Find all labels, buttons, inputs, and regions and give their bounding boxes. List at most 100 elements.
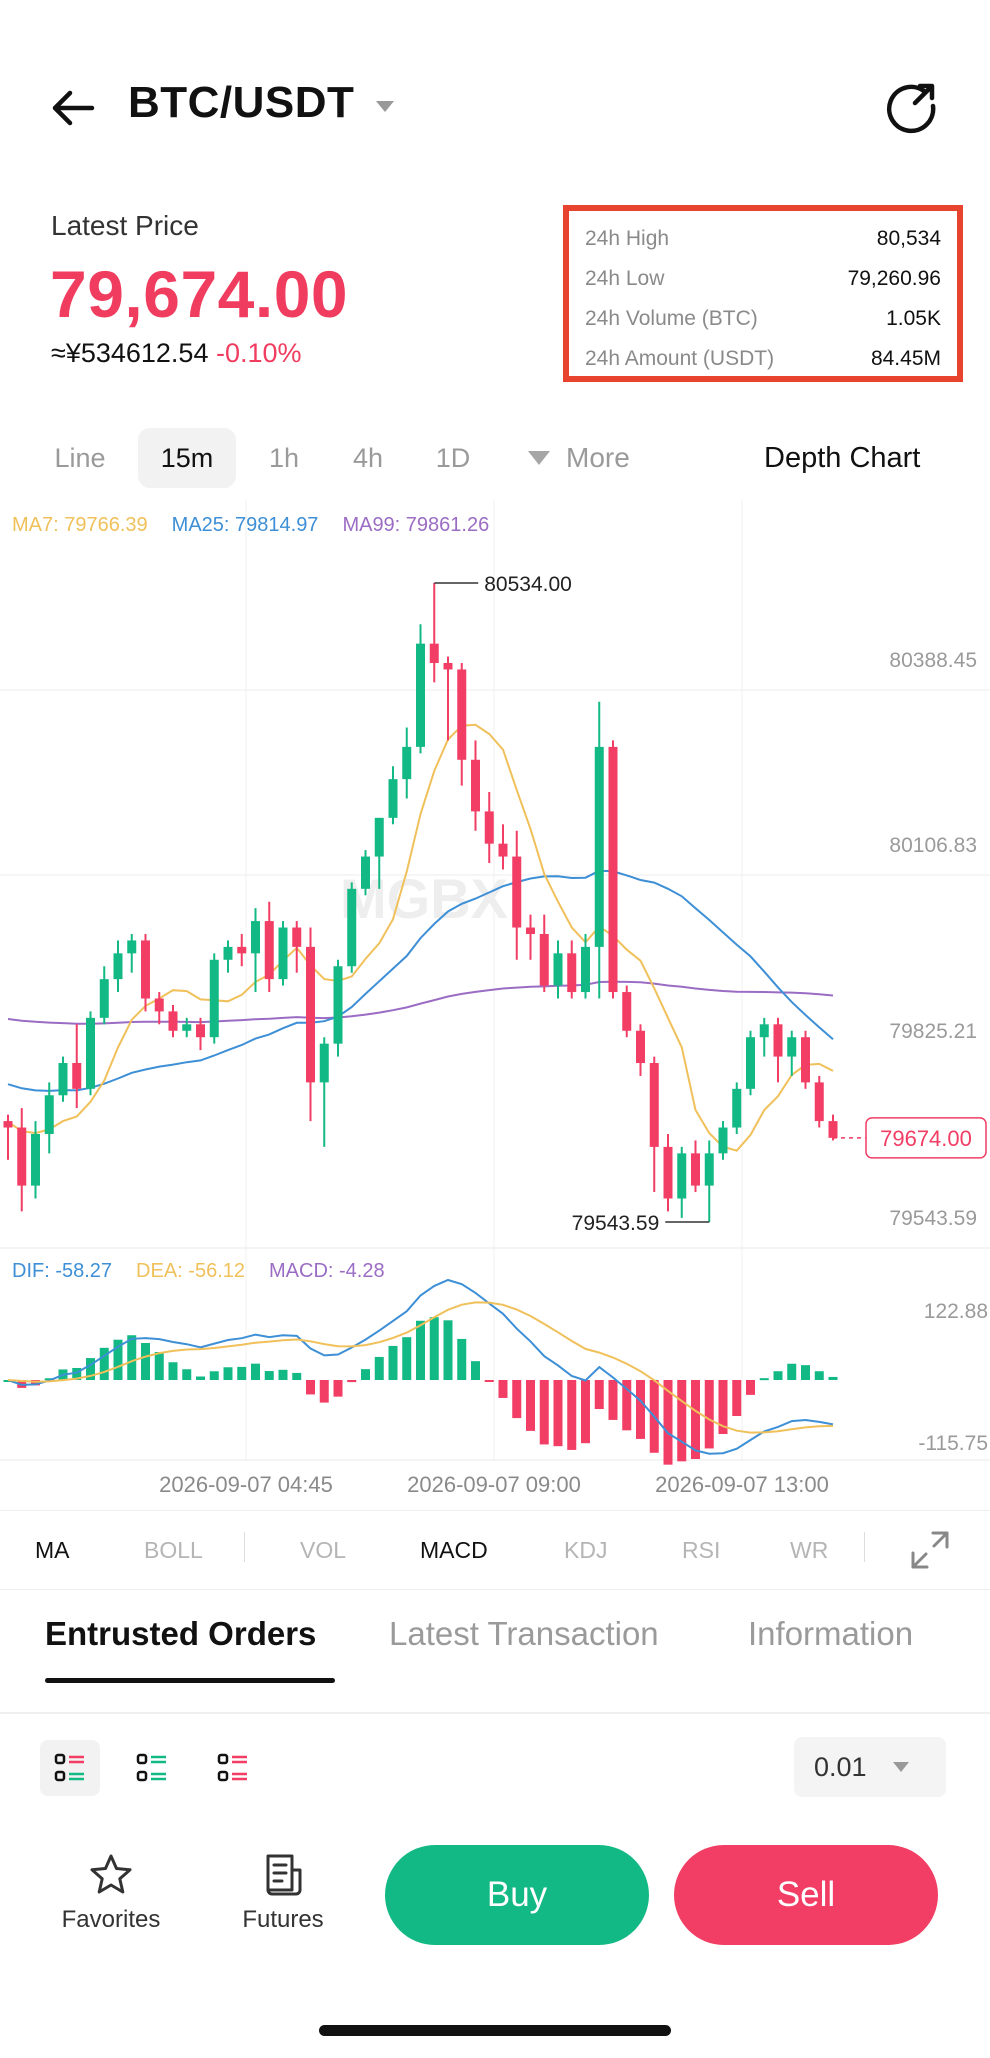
- favorites-button[interactable]: Favorites: [51, 1852, 171, 1934]
- macd-bar-down: [622, 1380, 632, 1431]
- timeframe-tab-1h[interactable]: 1h: [268, 442, 300, 473]
- orderbook-view-sell-button[interactable]: [203, 1740, 263, 1796]
- stat-value: 79,260.96: [847, 267, 941, 290]
- indicator-bar: [0, 1510, 990, 1590]
- macd-bar-up: [154, 1352, 164, 1380]
- orderbook-view-both-button[interactable]: [40, 1740, 100, 1796]
- tab-latest-transaction[interactable]: Latest Transaction: [389, 1615, 659, 1652]
- timeframe-tab-1d[interactable]: 1D: [435, 442, 471, 473]
- macd-bar-down: [526, 1380, 535, 1431]
- indicator-tab-vol[interactable]: VOL: [300, 1536, 347, 1563]
- candle-down: [484, 811, 494, 844]
- x-axis-label: 2026-09-07 04:45: [159, 1472, 333, 1497]
- macd-bar-down: [691, 1380, 700, 1459]
- candle-down: [72, 1063, 82, 1089]
- document-icon: [266, 1854, 302, 1896]
- low-price-label: 79543.59: [572, 1212, 660, 1235]
- sell-button[interactable]: Sell: [674, 1845, 938, 1945]
- stat-label: 24h Volume (BTC): [585, 307, 758, 330]
- expand-fullscreen-icon[interactable]: [905, 1525, 955, 1575]
- candle-up: [209, 959, 219, 1038]
- indicator-tab-ma[interactable]: MA: [35, 1536, 70, 1563]
- chevron-down-icon: [376, 100, 395, 112]
- last-price-tag: [865, 1117, 987, 1159]
- dif-legend: DIF: -58.27: [12, 1260, 113, 1282]
- candle-up: [31, 1133, 40, 1186]
- x-axis-label: 2026-09-07 13:00: [655, 1472, 829, 1497]
- stat-value: 80,534: [876, 227, 941, 250]
- candle-up: [594, 746, 604, 947]
- macd-bar-up: [457, 1338, 467, 1380]
- kline-chart[interactable]: MGBX80534.0079543.5980388.4580106.837982…: [0, 500, 990, 1510]
- macd-bar-down: [567, 1380, 577, 1450]
- macd-bar-down: [539, 1380, 549, 1445]
- macd-axis-label: 122.88: [924, 1300, 988, 1323]
- indicator-tab-boll[interactable]: BOLL: [144, 1536, 203, 1563]
- candle-down: [471, 759, 480, 812]
- trading-pair-selector[interactable]: BTC/USDT: [128, 78, 395, 128]
- macd-bar-up: [388, 1345, 398, 1380]
- trading-pair-title: BTC/USDT: [128, 78, 355, 127]
- indicator-tab-macd[interactable]: MACD: [420, 1536, 488, 1563]
- back-arrow-icon[interactable]: [44, 80, 100, 136]
- tab-information[interactable]: Information: [748, 1615, 914, 1652]
- share-icon[interactable]: [884, 78, 940, 134]
- stat-row-low: 24h Low 79,260.96: [585, 259, 941, 299]
- stat-row-volume: 24h Volume (BTC) 1.05K: [585, 299, 941, 339]
- macd-bar-up: [196, 1376, 205, 1380]
- indicator-tab-kdj[interactable]: KDJ: [564, 1536, 608, 1563]
- macd-bar-up: [773, 1371, 783, 1380]
- candle-up: [718, 1127, 728, 1154]
- timeframe-tab-4h[interactable]: 4h: [352, 442, 384, 473]
- macd-bar-up: [127, 1335, 137, 1380]
- macd-bar-up: [759, 1378, 769, 1381]
- candle-up: [182, 1024, 192, 1031]
- stat-row-amount: 24h Amount (USDT) 84.45M: [585, 339, 941, 379]
- candle-up: [44, 1095, 54, 1134]
- y-axis-label: 80106.83: [889, 834, 977, 857]
- candle-down: [526, 927, 535, 934]
- timeframe-tab-15m[interactable]: 15m: [138, 428, 236, 488]
- candle-up: [704, 1153, 714, 1186]
- buy-button[interactable]: Buy: [385, 1845, 649, 1945]
- candle-up: [99, 979, 109, 1018]
- macd-bar-down: [581, 1380, 590, 1444]
- candle-up: [58, 1063, 68, 1096]
- candle-up: [746, 1037, 755, 1089]
- macd-bar-up: [801, 1365, 810, 1380]
- more-timeframes-button[interactable]: More: [528, 428, 630, 488]
- candle-down: [801, 1037, 810, 1083]
- macd-bar-down: [732, 1380, 742, 1416]
- indicator-tab-rsi[interactable]: RSI: [682, 1536, 721, 1563]
- y-axis-label: 79543.59: [889, 1207, 977, 1230]
- ma-legend: MA7: 79766.39 MA25: 79814.97 MA99: 79861…: [12, 514, 489, 537]
- precision-select[interactable]: 0.01: [794, 1737, 946, 1797]
- candle-up: [319, 1043, 329, 1083]
- tab-entrusted-orders[interactable]: Entrusted Orders: [45, 1615, 317, 1652]
- macd-bar-down: [718, 1380, 728, 1434]
- timeframe-tab-line[interactable]: Line: [54, 442, 106, 473]
- candle-down: [443, 663, 453, 670]
- stat-value: 84.45M: [870, 347, 941, 370]
- macd-bar-down: [306, 1380, 315, 1395]
- orderbook-view-buy-button[interactable]: [122, 1740, 182, 1796]
- candle-down: [608, 746, 618, 993]
- candle-down: [306, 946, 315, 1083]
- macd-legend: DIF: -58.27 DEA: -56.12 MACD: -4.28: [12, 1260, 385, 1283]
- macd-bar-down: [512, 1380, 522, 1419]
- depth-chart-tab[interactable]: Depth Chart: [764, 441, 921, 474]
- macd-bar-up: [278, 1369, 288, 1380]
- candle-down: [691, 1153, 700, 1186]
- candle-up: [333, 966, 343, 1044]
- candle-down: [17, 1127, 27, 1186]
- candle-down: [429, 643, 439, 664]
- macd-bar-up: [141, 1343, 150, 1380]
- candle-up: [278, 927, 288, 980]
- high-price-label: 80534.00: [484, 573, 572, 596]
- macd-bar-down: [319, 1380, 329, 1403]
- candle-up: [223, 946, 233, 960]
- futures-label: Futures: [242, 1906, 324, 1933]
- futures-button[interactable]: Futures: [223, 1852, 343, 1934]
- macd-bar-up: [361, 1369, 370, 1380]
- indicator-tab-wr[interactable]: WR: [790, 1536, 829, 1563]
